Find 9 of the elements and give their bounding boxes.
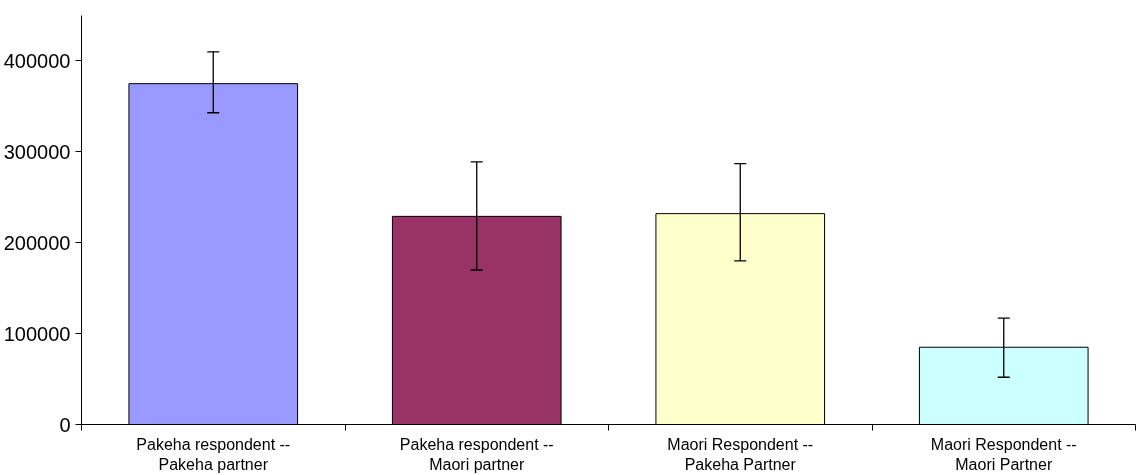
x-tick-label: Pakeha respondent -- Pakeha partner [136, 435, 291, 473]
x-tick-label: Pakeha respondent -- Maori partner [399, 435, 554, 473]
y-tick-label: 100000 [3, 322, 71, 345]
y-tick-label: 400000 [3, 49, 71, 72]
y-tick-label: 300000 [3, 140, 71, 163]
y-tick-label: 200000 [3, 231, 71, 254]
x-tick-label: Maori Respondent -- Pakeha Partner [667, 435, 814, 473]
x-tick-label: Maori Respondent -- Maori Partner [930, 435, 1077, 473]
y-tick-label: 0 [59, 413, 71, 436]
